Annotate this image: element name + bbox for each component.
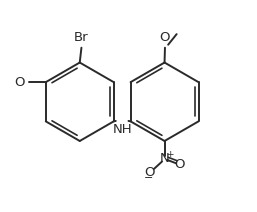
Text: O: O — [15, 76, 25, 89]
Text: NH: NH — [112, 123, 132, 137]
Text: −: − — [143, 173, 153, 183]
Text: Br: Br — [74, 31, 89, 44]
Text: O: O — [144, 166, 154, 179]
Text: +: + — [166, 150, 173, 159]
Text: N: N — [160, 152, 169, 166]
Text: O: O — [175, 158, 185, 172]
Text: O: O — [160, 31, 170, 44]
